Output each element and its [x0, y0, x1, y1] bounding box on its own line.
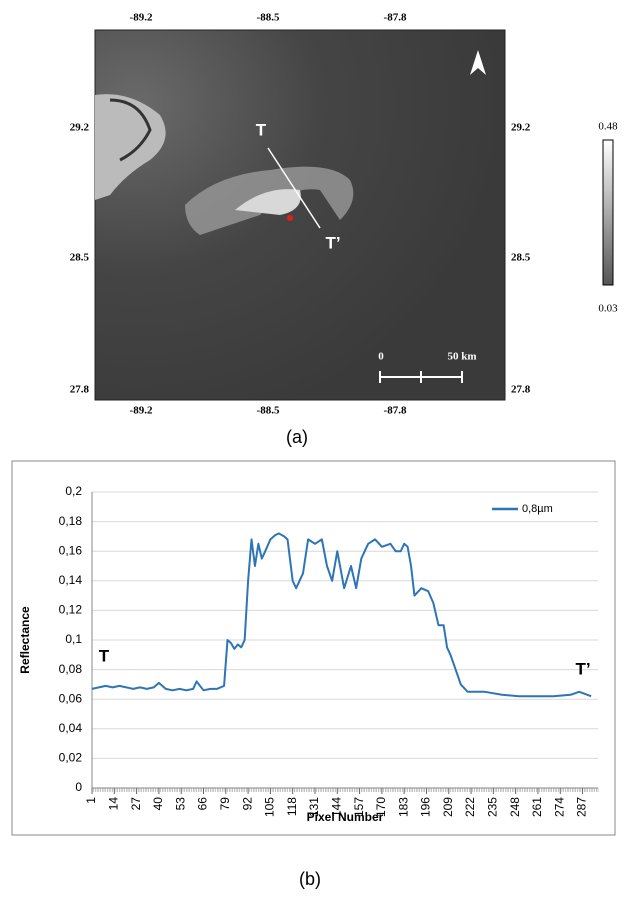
lon-label: -87.8 [384, 405, 407, 417]
x-tick-label: 287 [575, 797, 589, 817]
x-tick-label: 105 [263, 797, 277, 817]
transect [267, 147, 321, 229]
satellite-image [94, 29, 506, 401]
colorbar-min: 0.03 [598, 303, 618, 315]
y-tick-label: 0,16 [59, 543, 83, 557]
y-tick-label: 0,18 [59, 514, 83, 528]
legend-label: 0,8µm [522, 503, 553, 515]
x-tick-label: 235 [486, 797, 500, 817]
caption: (a) [286, 427, 308, 447]
x-tick-label: 1 [84, 797, 98, 804]
x-tick-label: 261 [530, 797, 544, 817]
colorbar [602, 139, 614, 286]
x-tick-label: 274 [552, 797, 566, 817]
lat-label: 29.2 [70, 122, 90, 134]
delta [109, 98, 152, 162]
y-tick-label: 0,04 [59, 721, 83, 735]
x-tick-label: 196 [419, 797, 433, 817]
lon-label: -89.2 [130, 405, 153, 417]
annotation: T [99, 646, 110, 665]
x-tick-label: 144 [329, 797, 343, 817]
lon-label: -87.8 [384, 12, 407, 24]
y-tick-label: 0,12 [59, 603, 83, 617]
scale-start: 0 [378, 351, 384, 363]
lat-label: 28.5 [511, 252, 531, 264]
lat-label: 29.2 [511, 122, 531, 134]
point [287, 215, 293, 221]
x-axis-label: Pixel Number [307, 810, 384, 824]
annotation: T’ [575, 659, 590, 678]
plume-core [235, 189, 301, 215]
x-tick-label: 27 [129, 797, 143, 811]
x-tick-label: 222 [463, 797, 477, 817]
y-tick-label: 0,02 [59, 751, 83, 765]
transect-end: T’ [325, 233, 340, 252]
lat-label: 27.8 [511, 384, 531, 396]
y-tick-label: 0,06 [59, 691, 83, 705]
x-tick-label: 157 [352, 797, 366, 817]
x-tick-label: 92 [240, 797, 254, 811]
transect-start: T [256, 120, 267, 139]
x-tick-label: 53 [173, 797, 187, 811]
x-tick-label: 14 [106, 797, 120, 811]
lon-label: -88.5 [257, 12, 280, 24]
y-tick-label: 0,2 [65, 484, 82, 498]
line [91, 532, 592, 698]
x-tick-label: 131 [307, 797, 321, 817]
land [95, 94, 166, 200]
scale-end: 50 km [447, 351, 476, 363]
map-panel: T T’ 0 50 km 0.48 0.03 [94, 29, 618, 401]
lat-label: 27.8 [70, 384, 90, 396]
x-tick-label: 170 [374, 797, 388, 817]
colorbar-max: 0.48 [598, 121, 618, 133]
y-axis-label: Reflectance [18, 606, 32, 674]
x-tick-label: 248 [508, 797, 522, 817]
chart-frame [11, 460, 616, 836]
y-tick-label: 0 [75, 780, 82, 794]
x-tick-label: 183 [396, 797, 410, 817]
caption: (b) [299, 869, 321, 889]
x-tick-label: 79 [218, 797, 232, 811]
lat-label: 28.5 [70, 252, 90, 264]
x-tick-label: 66 [196, 797, 210, 811]
lon-label: -89.2 [130, 12, 153, 24]
y-tick-label: 0,08 [59, 662, 83, 676]
lon-label: -88.5 [257, 405, 280, 417]
x-tick-label: 118 [285, 797, 299, 816]
north-arrow [470, 50, 486, 75]
x-tick-label: 40 [151, 797, 165, 811]
y-tick-label: 0,1 [65, 632, 82, 646]
x-tick-label: 209 [441, 797, 455, 817]
y-tick-label: 0,14 [59, 573, 83, 587]
